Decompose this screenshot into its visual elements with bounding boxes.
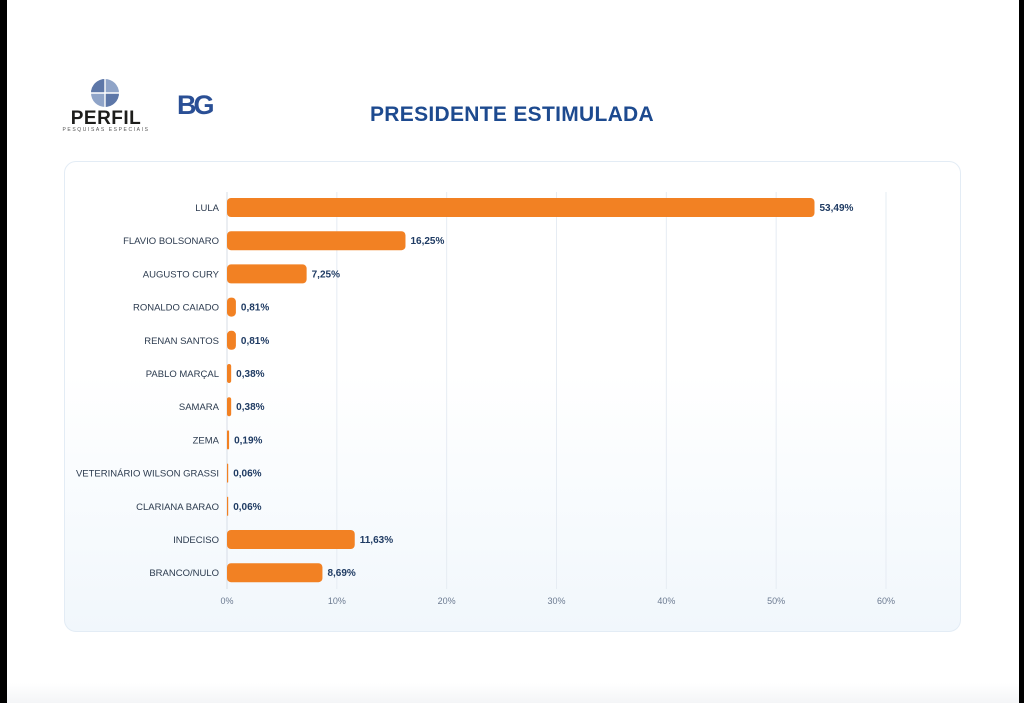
- perfil-logo-text: PERFIL: [70, 108, 142, 129]
- bar: [227, 330, 236, 350]
- slide: PERFIL PESQUISAS ESPECIAIS BG PRESIDENTE…: [7, 0, 1019, 703]
- slide-bottom-edge: [7, 683, 1019, 703]
- bar: [227, 264, 307, 284]
- perfil-logo-tagline: PESQUISAS ESPECIAIS: [62, 127, 150, 133]
- data-label: 8,69%: [327, 568, 355, 579]
- data-label: 7,25%: [312, 269, 340, 280]
- category-label: RONALDO CAIADO: [133, 303, 219, 314]
- bar: [227, 297, 236, 317]
- x-tick-label: 30%: [547, 596, 565, 606]
- bar: [227, 364, 232, 383]
- category-label: ZEMA: [193, 435, 220, 446]
- bar: [227, 198, 815, 217]
- x-tick-label: 60%: [877, 596, 895, 606]
- bar: [227, 397, 232, 417]
- x-tick-label: 20%: [438, 596, 456, 606]
- chart-panel: 0% 10% 20% 30% 40% 50% 60% LULA 53,49% FLAVIO BOL…: [64, 161, 961, 632]
- category-label: LULA: [195, 203, 219, 214]
- bar: [227, 563, 323, 583]
- category-label: PABLO MARÇAL: [146, 369, 219, 380]
- data-label: 16,25%: [410, 236, 444, 247]
- x-tick-label: 40%: [657, 596, 675, 606]
- data-label: 11,63%: [360, 535, 393, 546]
- data-label: 0,81%: [241, 336, 269, 347]
- data-label: 53,49%: [819, 203, 853, 214]
- bg-logo: BG: [177, 90, 214, 120]
- category-label: FLAVIO BOLSONARO: [123, 236, 219, 247]
- x-tick-label: 10%: [328, 596, 346, 606]
- data-label: 0,06%: [233, 469, 261, 480]
- perfil-logo: PERFIL PESQUISAS ESPECIAIS: [61, 78, 151, 134]
- bar: [227, 496, 229, 516]
- data-label: 0,38%: [236, 369, 264, 380]
- bar: [227, 530, 355, 549]
- data-label: 0,19%: [234, 435, 262, 446]
- category-label: BRANCO/NULO: [149, 568, 219, 579]
- category-label: VETERINÁRIO WILSON GRASSI: [76, 469, 219, 480]
- bar-chart: 0% 10% 20% 30% 40% 50% 60% LULA 53,49% FLAVIO BOL…: [76, 192, 895, 606]
- x-tick-label: 0%: [220, 596, 233, 606]
- data-label: 0,06%: [233, 502, 261, 513]
- bar: [227, 430, 230, 450]
- data-label: 0,81%: [241, 303, 269, 314]
- data-label: 0,38%: [236, 402, 264, 413]
- category-label: INDECISO: [173, 535, 219, 546]
- category-label: AUGUSTO CURY: [143, 269, 220, 280]
- category-label: RENAN SANTOS: [144, 336, 219, 347]
- x-tick-label: 50%: [767, 596, 785, 606]
- bar: [227, 463, 229, 483]
- category-label: SAMARA: [179, 402, 220, 413]
- category-label: CLARIANA BARAO: [136, 502, 219, 513]
- chart-title: PRESIDENTE ESTIMULADA: [370, 103, 654, 126]
- bar: [227, 231, 406, 251]
- perfil-globe-icon: [91, 79, 119, 107]
